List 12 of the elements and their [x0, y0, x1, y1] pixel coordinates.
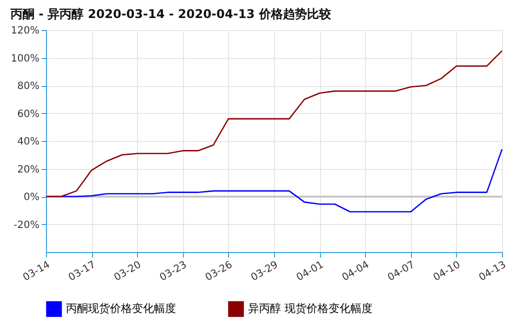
y-tick-label: 100% — [10, 53, 40, 64]
y-tick-label: 40% — [17, 136, 40, 148]
legend-label: 丙酮现货价格变化幅度 — [66, 302, 176, 316]
y-tick-label: 0% — [24, 192, 40, 203]
y-tick-label: 20% — [17, 164, 40, 176]
chart-title: 丙酮 - 异丙醇 2020-03-14 - 2020-04-13 价格趋势比较 — [9, 7, 332, 21]
y-tick-label: 60% — [17, 108, 40, 120]
legend-label: 异丙醇 现货价格变化幅度 — [248, 302, 372, 316]
y-tick-label: -20% — [14, 220, 40, 231]
line-series — [45, 50, 503, 198]
y-tick-label: 120% — [10, 26, 40, 36]
y-tick-label: 80% — [17, 81, 40, 92]
